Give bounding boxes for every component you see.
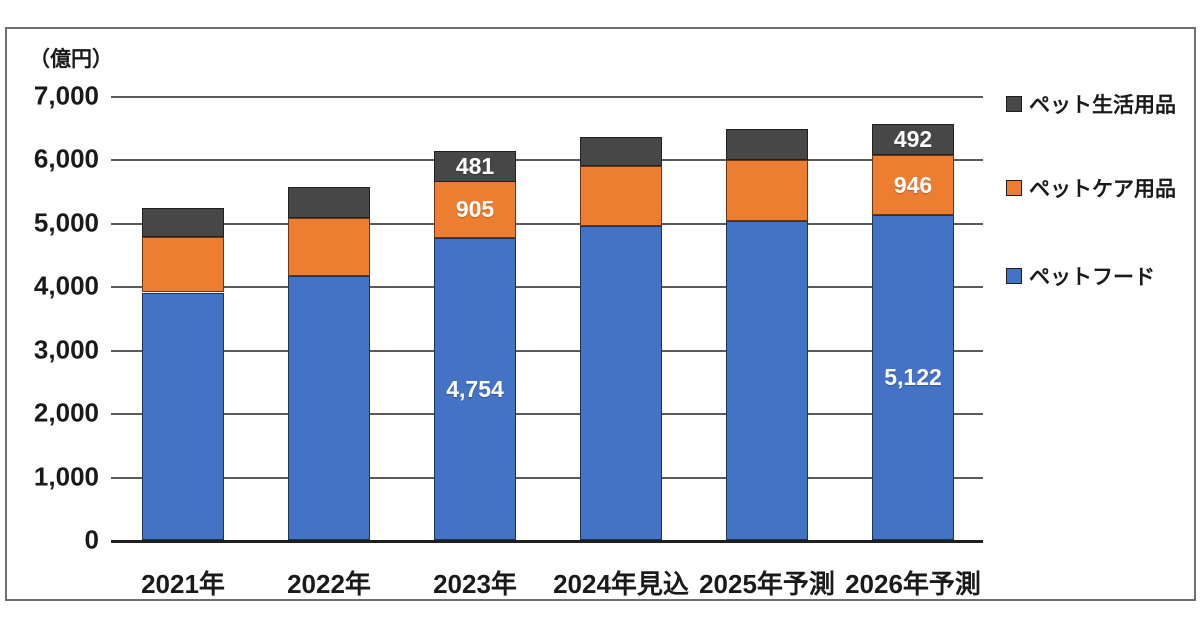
x-tick-label: 2024年見込 — [553, 569, 689, 599]
y-tick-label: 4,000 — [33, 270, 99, 301]
bar-segment-ペットフード[interactable]: 5,122 — [872, 215, 954, 540]
bar-segment-ペットフード[interactable] — [726, 221, 808, 540]
y-axis-unit-label: （億円） — [29, 48, 113, 71]
legend-swatch-icon — [1006, 180, 1022, 196]
gridline — [111, 413, 983, 416]
gridline — [111, 96, 983, 98]
data-label: 481 — [455, 153, 495, 179]
y-tick-label: 6,000 — [33, 143, 99, 174]
x-tick-label: 2021年 — [141, 569, 225, 599]
data-label: 492 — [893, 126, 933, 152]
bar-segment-ペット生活用品[interactable] — [580, 137, 662, 166]
bar-segment-ペット生活用品[interactable] — [288, 187, 370, 218]
bar-segment-ペットフード[interactable] — [288, 276, 370, 540]
legend-label: ペットフード — [1029, 266, 1155, 289]
legend-entry-ペットケア用品: ペットケア用品 — [1006, 173, 1176, 203]
y-tick-label: 0 — [84, 524, 99, 555]
y-tick-label: 2,000 — [33, 397, 99, 428]
y-tick-label: 3,000 — [33, 334, 99, 365]
y-tick-label: 5,000 — [33, 207, 99, 238]
chart-frame: （億円） 7,000 6,000 5,000 4,000 3,000 2,000 1,000… — [5, 27, 1196, 601]
data-label: 946 — [893, 171, 933, 198]
bar-segment-ペットフード[interactable]: 4,754 — [434, 238, 516, 540]
bar-segment-ペット生活用品[interactable]: 481 — [434, 151, 516, 182]
bar-segment-ペットフード[interactable] — [142, 293, 224, 540]
gridline — [111, 349, 983, 352]
data-label: 4,754 — [446, 375, 504, 402]
gridline — [111, 222, 983, 225]
legend-entry-ペット生活用品: ペット生活用品 — [1006, 89, 1176, 119]
x-tick-label: 2022年 — [287, 569, 371, 599]
y-tick-label: 1,000 — [33, 461, 99, 492]
data-label: 905 — [455, 196, 495, 222]
bar-segment-ペット生活用品[interactable] — [726, 129, 808, 160]
y-tick-label: 7,000 — [33, 80, 99, 111]
gridline — [111, 476, 983, 479]
legend-swatch-icon — [1006, 268, 1022, 284]
data-label: 5,122 — [884, 364, 942, 390]
legend-entry-ペットフード: ペットフード — [1006, 261, 1155, 291]
bar-segment-ペットケア用品[interactable] — [288, 218, 370, 276]
bar-segment-ペットケア用品[interactable] — [580, 166, 662, 226]
bar-segment-ペットケア用品[interactable] — [726, 160, 808, 221]
legend-swatch-icon — [1006, 96, 1022, 112]
bar-segment-ペットケア用品[interactable]: 946 — [872, 155, 954, 215]
legend-label: ペットケア用品 — [1029, 178, 1176, 201]
bar-segment-ペットケア用品[interactable] — [142, 237, 224, 292]
legend-label: ペット生活用品 — [1029, 94, 1176, 117]
gridline — [111, 286, 983, 289]
gridline — [111, 159, 983, 162]
x-tick-label: 2025年予測 — [699, 569, 835, 599]
bar-segment-ペットフード[interactable] — [580, 226, 662, 540]
bar-segment-ペットケア用品[interactable]: 905 — [434, 181, 516, 238]
x-axis-line — [111, 540, 983, 543]
x-tick-label: 2026年予測 — [845, 569, 981, 599]
bar-segment-ペット生活用品[interactable] — [142, 208, 224, 237]
bar-segment-ペット生活用品[interactable]: 492 — [872, 124, 954, 155]
x-tick-label: 2023年 — [433, 569, 517, 599]
